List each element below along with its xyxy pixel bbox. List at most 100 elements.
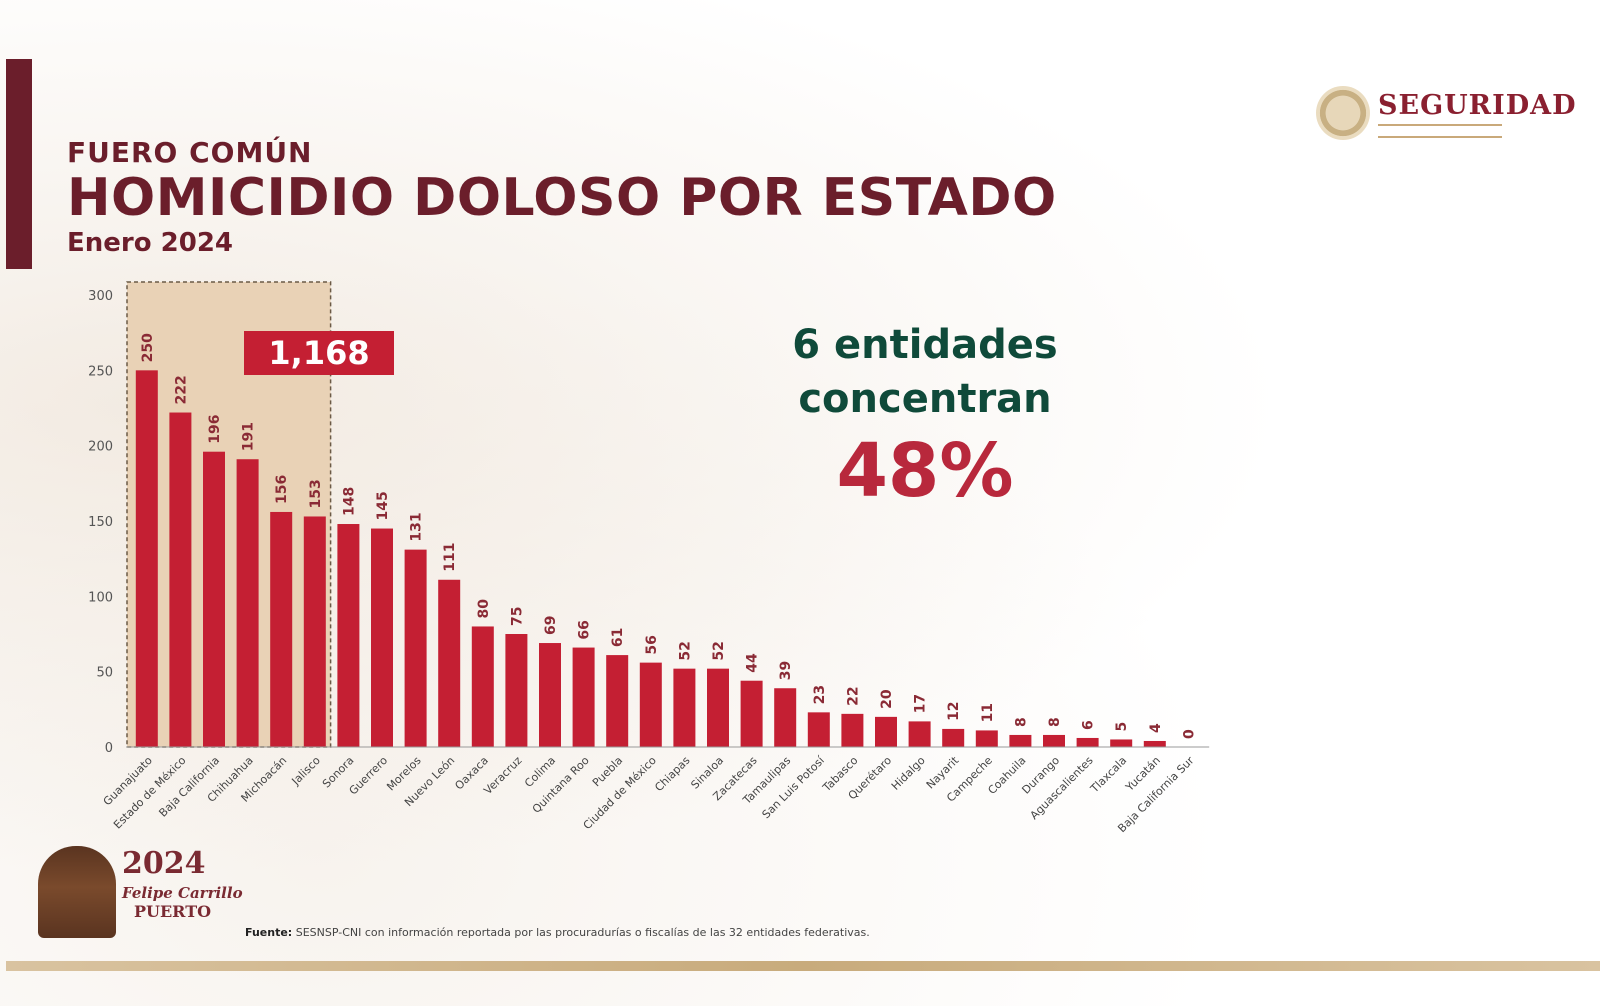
value-label-25: 11 xyxy=(980,703,996,722)
value-label-9: 111 xyxy=(442,543,458,572)
period-label: Enero 2024 xyxy=(67,228,234,258)
bar-11 xyxy=(505,634,528,747)
value-label-19: 39 xyxy=(778,661,794,680)
seal-icon xyxy=(1316,86,1370,140)
bar-18 xyxy=(740,680,763,747)
accent-bar xyxy=(6,59,32,269)
y-tick-label-6: 300 xyxy=(88,289,113,304)
category-label-23: Hidalgo xyxy=(889,754,928,793)
category-label-28: Aguascalientes xyxy=(1028,754,1096,822)
bar-24 xyxy=(942,728,965,747)
value-label-4: 156 xyxy=(274,475,290,504)
portrait-icon xyxy=(38,846,116,938)
bar-27 xyxy=(1043,734,1065,747)
bar-17 xyxy=(707,668,729,747)
value-label-29: 5 xyxy=(1114,722,1130,732)
value-label-16: 52 xyxy=(677,641,693,660)
bar-8 xyxy=(404,549,427,747)
bar-28 xyxy=(1076,737,1099,747)
value-label-12: 69 xyxy=(543,616,559,635)
category-label-16: Chiapas xyxy=(652,754,692,794)
value-label-30: 4 xyxy=(1148,723,1164,733)
bar-15 xyxy=(639,662,662,747)
value-label-15: 56 xyxy=(644,635,660,654)
category-label-5: Jalisco xyxy=(289,754,324,789)
bar-3 xyxy=(236,459,259,747)
callout-line-1: 6 entidades xyxy=(792,322,1058,368)
bar-29 xyxy=(1110,739,1133,747)
y-tick-label-5: 250 xyxy=(88,364,113,379)
callout: 6 entidades concentran 48% xyxy=(760,318,1090,516)
value-label-10: 80 xyxy=(476,599,492,619)
value-label-1: 222 xyxy=(173,375,189,404)
value-label-23: 17 xyxy=(913,694,929,713)
emblem-name-2: PUERTO xyxy=(134,902,212,921)
y-tick-label-4: 200 xyxy=(88,440,113,455)
category-label-2: Baja California xyxy=(156,754,222,820)
value-label-5: 153 xyxy=(308,479,324,508)
bar-16 xyxy=(673,668,696,747)
bar-25 xyxy=(975,730,998,747)
bar-0 xyxy=(135,370,158,747)
value-label-0: 250 xyxy=(140,333,156,362)
value-label-14: 61 xyxy=(610,628,626,647)
seguridad-logo: SEGURIDAD xyxy=(1316,86,1596,146)
source-label: Fuente: xyxy=(245,926,293,939)
value-label-18: 44 xyxy=(745,653,761,673)
bar-9 xyxy=(438,579,461,747)
category-label-29: Tlaxcala xyxy=(1087,754,1129,796)
y-tick-label-3: 150 xyxy=(88,515,113,530)
y-tick-label-1: 50 xyxy=(96,666,113,681)
value-label-22: 20 xyxy=(879,689,895,709)
source-note: Fuente: SESNSP-CNI con información repor… xyxy=(245,926,870,939)
bar-14 xyxy=(606,655,629,747)
value-label-17: 52 xyxy=(711,641,727,660)
bottom-divider xyxy=(6,961,1600,971)
page-subtitle: FUERO COMÚN xyxy=(67,136,313,169)
total-badge: 1,168 xyxy=(244,331,394,375)
bar-7 xyxy=(371,528,393,747)
bar-26 xyxy=(1009,734,1032,747)
emblem-year: 2024 xyxy=(122,846,206,881)
bar-2 xyxy=(203,451,225,747)
value-label-28: 6 xyxy=(1081,720,1097,730)
y-tick-label-0: 0 xyxy=(105,741,113,756)
value-label-8: 131 xyxy=(409,512,425,541)
bar-13 xyxy=(572,647,595,747)
value-label-7: 145 xyxy=(375,491,391,520)
bar-1 xyxy=(169,412,192,747)
value-label-6: 148 xyxy=(341,487,357,516)
callout-percent: 48% xyxy=(836,428,1014,514)
value-label-2: 196 xyxy=(207,414,223,443)
bar-23 xyxy=(908,721,931,747)
value-label-24: 12 xyxy=(946,701,962,720)
bar-22 xyxy=(875,716,897,747)
callout-line-2: concentran xyxy=(798,376,1052,422)
bar-6 xyxy=(337,524,360,747)
source-text: SESNSP-CNI con información reportada por… xyxy=(295,926,870,939)
page-title: HOMICIDIO DOLOSO POR ESTADO xyxy=(67,168,1057,228)
bar-20 xyxy=(807,712,830,747)
bar-30 xyxy=(1143,740,1166,747)
emblem-name: Felipe Carrillo xyxy=(122,884,243,902)
bar-5 xyxy=(303,516,326,747)
value-label-3: 191 xyxy=(241,422,257,451)
category-label-20: San Luis Potosí xyxy=(760,753,828,821)
bar-19 xyxy=(774,688,797,747)
bar-12 xyxy=(539,643,561,747)
emblem-2024: 2024 Felipe Carrillo PUERTO xyxy=(30,846,243,942)
value-label-11: 75 xyxy=(509,607,525,626)
bar-21 xyxy=(841,713,864,747)
logo-subtext-lines xyxy=(1378,124,1502,138)
bar-4 xyxy=(270,511,293,747)
value-label-31: 0 xyxy=(1181,729,1197,739)
logo-word: SEGURIDAD xyxy=(1378,90,1577,121)
value-label-20: 23 xyxy=(812,685,828,704)
y-axis: 0 50 100 150 200 250 300 xyxy=(88,289,113,756)
value-label-27: 8 xyxy=(1047,717,1063,727)
bar-10 xyxy=(471,626,494,747)
